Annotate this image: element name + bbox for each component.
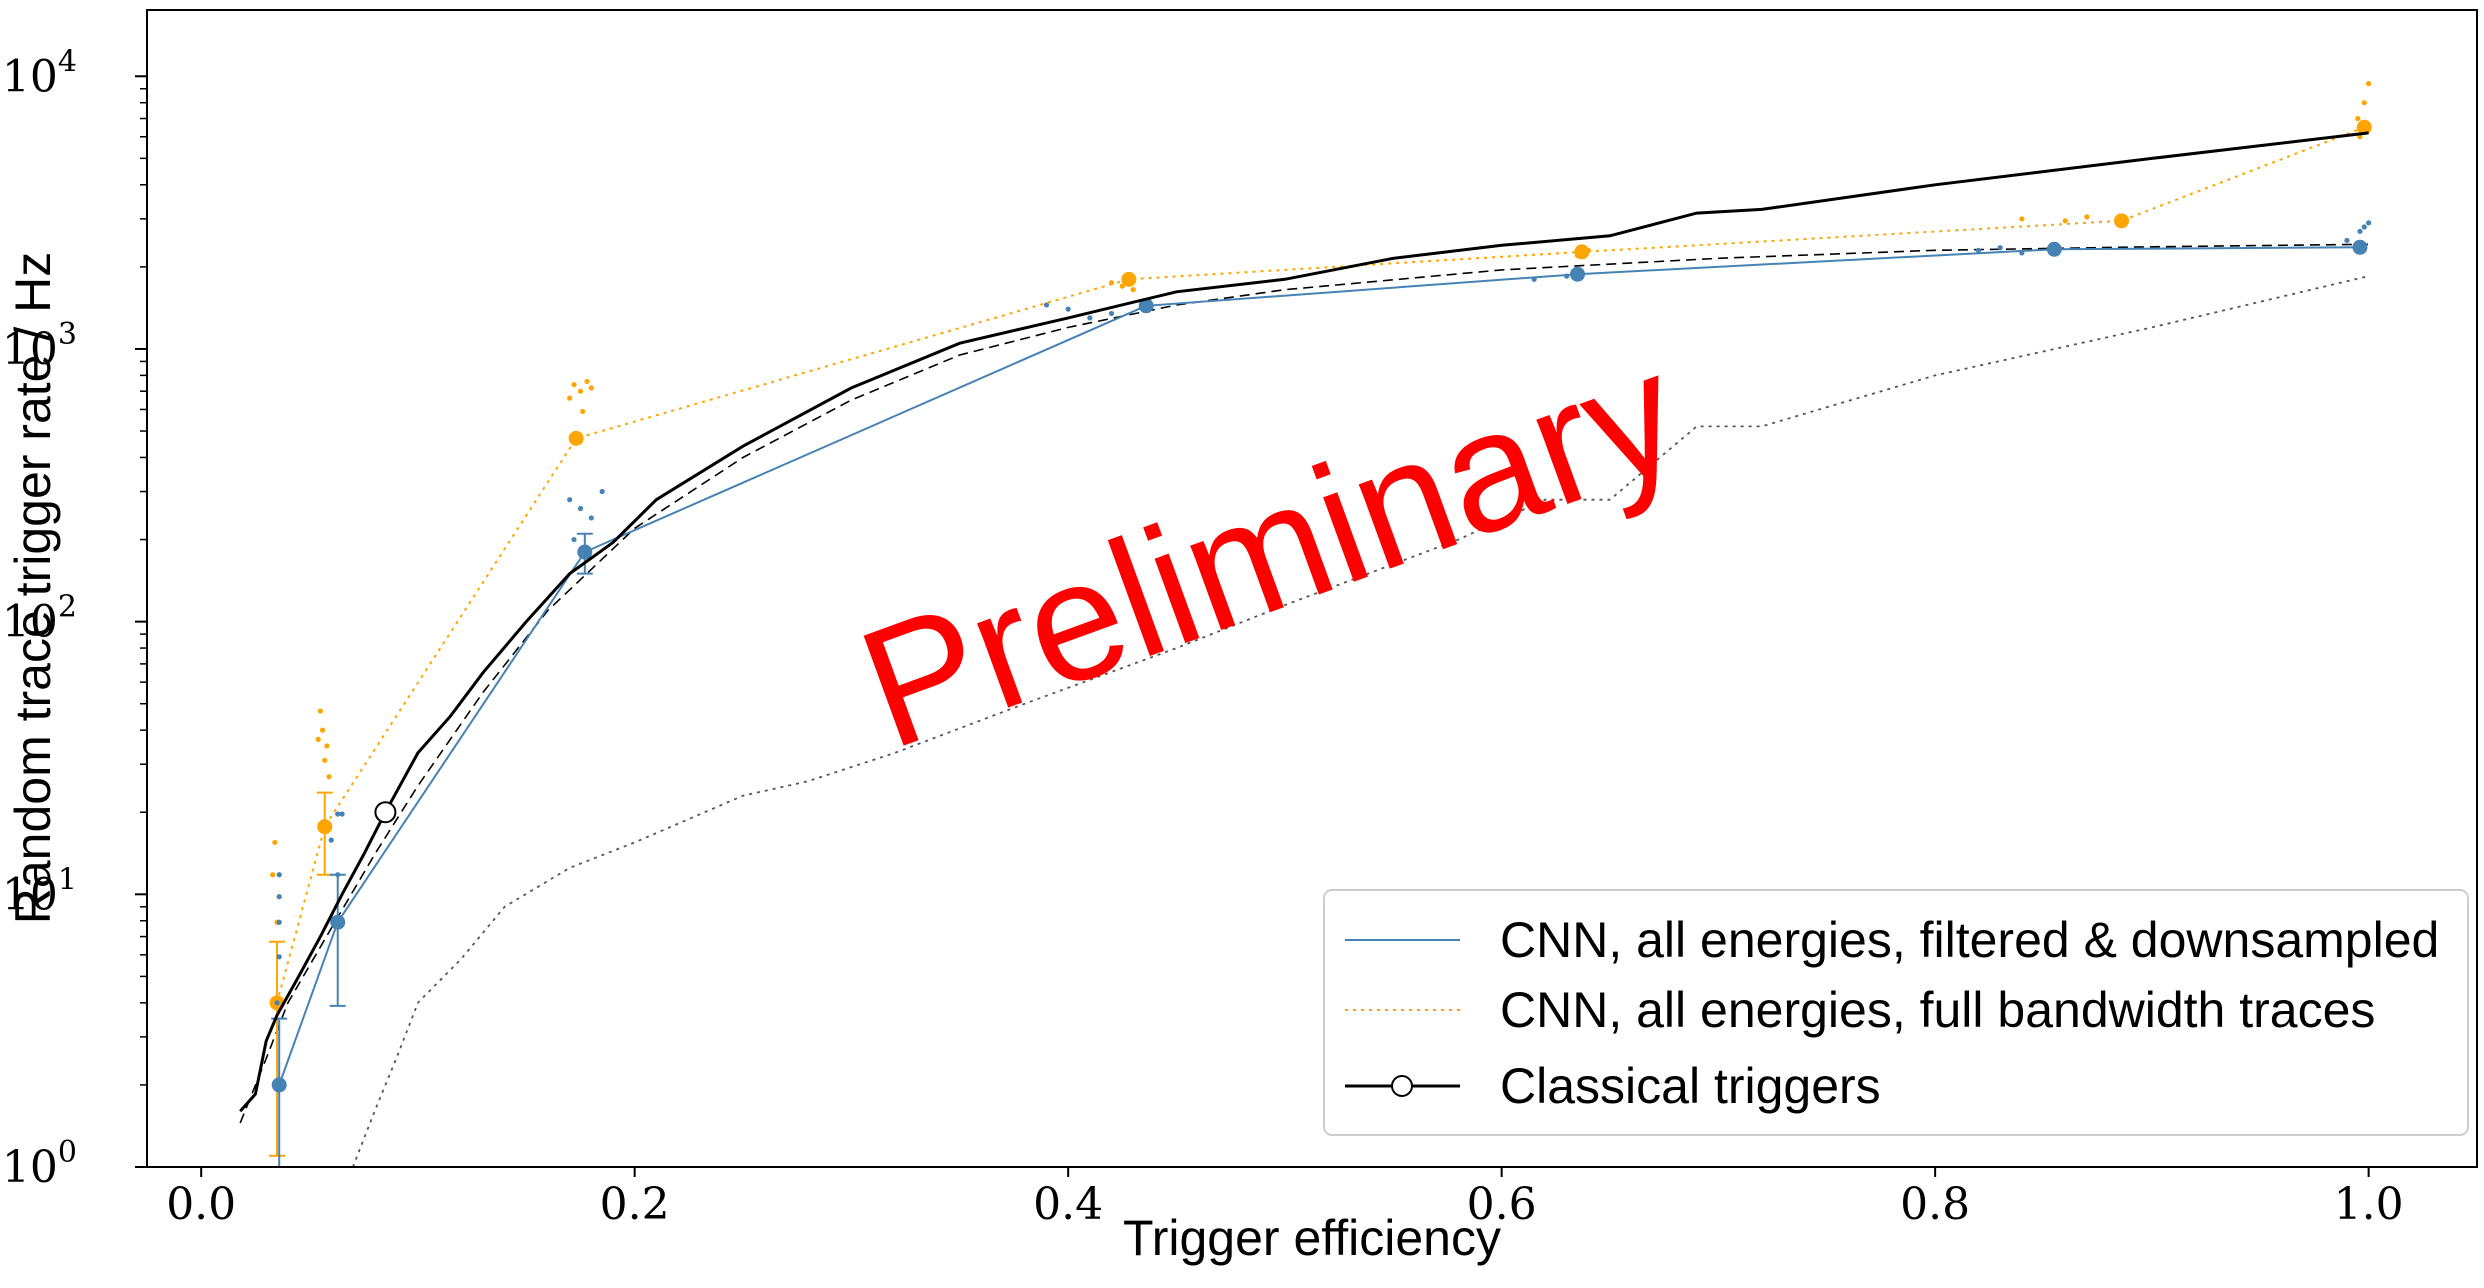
legend-swatch-marker [1391,1075,1413,1097]
scatter-point [577,388,584,394]
series-line-classical [239,131,2369,1113]
y-tick-label: 102 [2,590,77,648]
x-axis-label: Trigger efficiency [1123,1210,1501,1266]
scatter-point [1108,310,1115,317]
x-tick-label: 0.6 [1467,1179,1537,1230]
data-point [1574,244,1590,260]
scatter-point [571,536,577,543]
legend: CNN, all energies, filtered & downsample… [1323,889,2469,1136]
y-tick-base: 10 [2,51,58,102]
scatter-point [322,757,328,763]
scatter-point [588,515,594,521]
scatter-point [588,385,594,391]
scatter-point [2361,100,2367,106]
scatter-point [276,919,282,925]
x-tick-label: 1.0 [2334,1179,2404,1230]
y-tick-base: 10 [2,1142,58,1193]
scatter-point [274,1000,280,1006]
data-point [1121,271,1137,287]
scatter-point [584,378,590,385]
y-tick-base: 10 [2,324,58,375]
scatter-point [324,743,330,749]
scatter-point [276,872,282,878]
x-tick-label: 0.0 [166,1179,236,1230]
data-point [2114,213,2130,229]
y-tick-exponent: 1 [58,862,77,897]
data-point [317,819,333,835]
scatter-point [2019,216,2025,222]
scatter-point [328,837,334,843]
y-tick-base: 10 [2,869,58,920]
scatter-point [571,382,577,388]
scatter-point [567,497,573,503]
scatter-point [276,954,282,960]
x-tick-label: 0.2 [600,1179,670,1230]
scatter-point [599,488,605,495]
data-point [568,430,584,446]
data-point [1138,298,1154,314]
legend-label: CNN, all energies, full bandwidth traces [1500,982,2375,1038]
scatter-point [276,894,282,900]
scatter-point [272,839,278,846]
y-tick-exponent: 3 [58,317,77,352]
scatter-point [1065,306,1071,312]
data-point [271,1077,287,1093]
scatter-point [2355,115,2361,122]
scatter-point [1043,302,1050,308]
y-axis-label: Random trace trigger rate / Hz [5,252,61,925]
scatter-point [2366,80,2372,87]
legend-label: CNN, all energies, filtered & downsample… [1500,912,2439,968]
plot-area [239,80,2372,1167]
data-point [577,544,593,560]
legend-label: Classical triggers [1500,1058,1881,1114]
scatter-point [315,736,321,742]
y-tick-exponent: 4 [58,44,77,79]
x-axis-ticks: 0.0 0.2 0.4 0.6 0.8 1.0 [166,1167,2404,1230]
scatter-point [1975,247,1982,253]
y-tick-label: 103 [2,317,77,375]
data-point [2046,241,2062,257]
scatter-point [326,774,332,780]
data-point [2352,239,2368,255]
data-point [2356,119,2372,135]
y-tick-base: 10 [2,597,58,648]
data-point [330,914,346,930]
x-tick-label: 0.8 [1900,1179,1970,1230]
y-tick-label: 101 [2,862,77,920]
series-group [239,80,2372,1167]
scatter-point [1997,245,2003,251]
scatter-point [2361,224,2367,230]
scatter-point [1119,283,1125,289]
plot-frame [146,9,2478,1168]
scatter-point [2062,218,2068,224]
scatter-point [270,872,276,878]
y-tick-label: 104 [2,44,77,102]
scatter-point [317,708,323,714]
y-tick-exponent: 2 [58,590,77,625]
scatter-point [580,408,586,415]
scatter-point [335,811,341,817]
scatter-point [1087,315,1093,321]
classical-trigger-marker [374,801,397,824]
scatter-point [2344,237,2350,244]
scatter-point [2357,228,2363,234]
scatter-point [339,811,345,817]
data-point [1570,266,1586,282]
y-tick-exponent: 0 [58,1135,77,1170]
scatter-point [319,727,326,733]
legend-box [1323,889,2469,1136]
scatter-point [2366,220,2372,226]
watermark-text: Preliminary [838,316,1702,785]
scatter-point [1130,287,1136,293]
x-tick-label: 0.4 [1033,1179,1103,1230]
y-tick-label: 100 [2,1135,77,1193]
scatter-point [2084,214,2090,220]
scatter-point [567,395,573,401]
scatter-point [577,505,584,512]
